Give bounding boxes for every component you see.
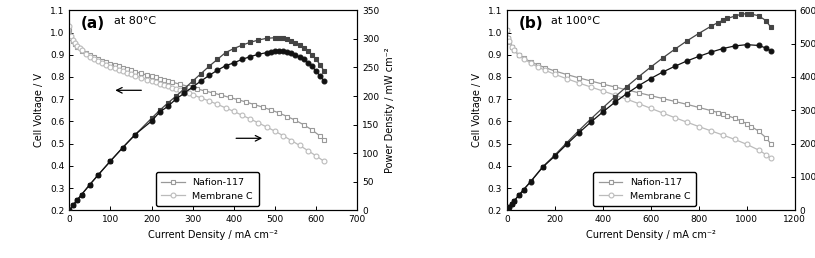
- X-axis label: Current Density / mA cm⁻²: Current Density / mA cm⁻²: [586, 230, 716, 240]
- Y-axis label: Cell Voltage / V: Cell Voltage / V: [472, 73, 482, 147]
- Legend: Nafion-117, Membrane C: Nafion-117, Membrane C: [593, 172, 696, 206]
- Text: (b): (b): [518, 16, 543, 31]
- Legend: Nafion-117, Membrane C: Nafion-117, Membrane C: [156, 172, 258, 206]
- Text: at 80°C: at 80°C: [114, 16, 156, 26]
- Y-axis label: Cell Voltage / V: Cell Voltage / V: [34, 73, 45, 147]
- Text: at 100°C: at 100°C: [552, 16, 601, 26]
- Text: (a): (a): [81, 16, 105, 31]
- Y-axis label: Power Density / mW cm⁻²: Power Density / mW cm⁻²: [385, 47, 394, 173]
- X-axis label: Current Density / mA cm⁻²: Current Density / mA cm⁻²: [148, 230, 278, 240]
